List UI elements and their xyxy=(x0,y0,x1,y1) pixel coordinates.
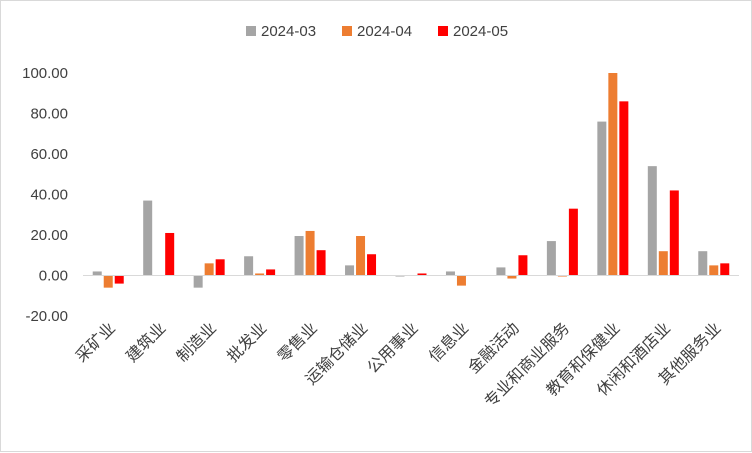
x-category-label: 制造业 xyxy=(173,318,220,365)
x-category-label: 批发业 xyxy=(223,318,270,365)
bar xyxy=(215,259,225,276)
x-category-label: 建筑业 xyxy=(122,318,169,365)
bar xyxy=(445,271,455,276)
bar xyxy=(709,265,719,276)
legend-swatch xyxy=(438,26,448,36)
y-axis: -20.00 0.00 20.00 40.00 60.00 80.00 100.00 xyxy=(22,65,68,325)
bar xyxy=(367,254,377,276)
x-category-label: 信息业 xyxy=(425,318,472,365)
bar xyxy=(165,232,175,276)
bar xyxy=(568,208,578,276)
legend-label: 2024-05 xyxy=(453,23,508,40)
x-category-label: 公用事业 xyxy=(363,318,422,377)
bar xyxy=(345,265,355,276)
bar xyxy=(496,267,506,276)
bar xyxy=(143,200,153,276)
bar xyxy=(669,190,679,276)
bar xyxy=(619,101,629,276)
bars xyxy=(92,73,730,288)
bar xyxy=(456,275,466,286)
bar xyxy=(597,121,607,276)
bar xyxy=(395,275,405,277)
bar xyxy=(507,275,517,279)
bar xyxy=(698,251,708,276)
y-tick-label: 20.00 xyxy=(30,227,68,244)
x-category-label: 零售业 xyxy=(274,318,321,365)
bar xyxy=(356,236,366,276)
legend-label: 2024-03 xyxy=(261,23,316,40)
bar xyxy=(294,236,304,276)
y-tick-label: 60.00 xyxy=(30,146,68,163)
legend-swatch xyxy=(246,26,256,36)
bar xyxy=(114,275,124,284)
bar xyxy=(658,251,668,276)
x-category-label: 采矿业 xyxy=(72,318,119,365)
bar xyxy=(244,256,254,276)
bar xyxy=(518,255,528,276)
bar xyxy=(266,269,276,276)
y-tick-label: -20.00 xyxy=(25,308,68,325)
legend-swatch xyxy=(342,26,352,36)
legend: 2024-03 2024-04 2024-05 xyxy=(246,23,508,40)
y-tick-label: 80.00 xyxy=(30,106,68,123)
bar xyxy=(255,273,265,276)
bar xyxy=(204,263,214,276)
bar xyxy=(316,250,326,276)
y-tick-label: 0.00 xyxy=(39,268,68,285)
bar xyxy=(305,230,315,276)
bar xyxy=(720,263,730,276)
bar xyxy=(193,275,203,288)
legend-label: 2024-04 xyxy=(357,23,412,40)
bar xyxy=(92,271,102,276)
y-tick-label: 100.00 xyxy=(22,65,68,82)
y-tick-label: 40.00 xyxy=(30,187,68,204)
bar xyxy=(103,275,113,288)
bar xyxy=(557,275,567,277)
bar xyxy=(417,273,427,276)
bar xyxy=(647,166,657,276)
bar xyxy=(546,241,556,276)
bar xyxy=(608,73,618,276)
